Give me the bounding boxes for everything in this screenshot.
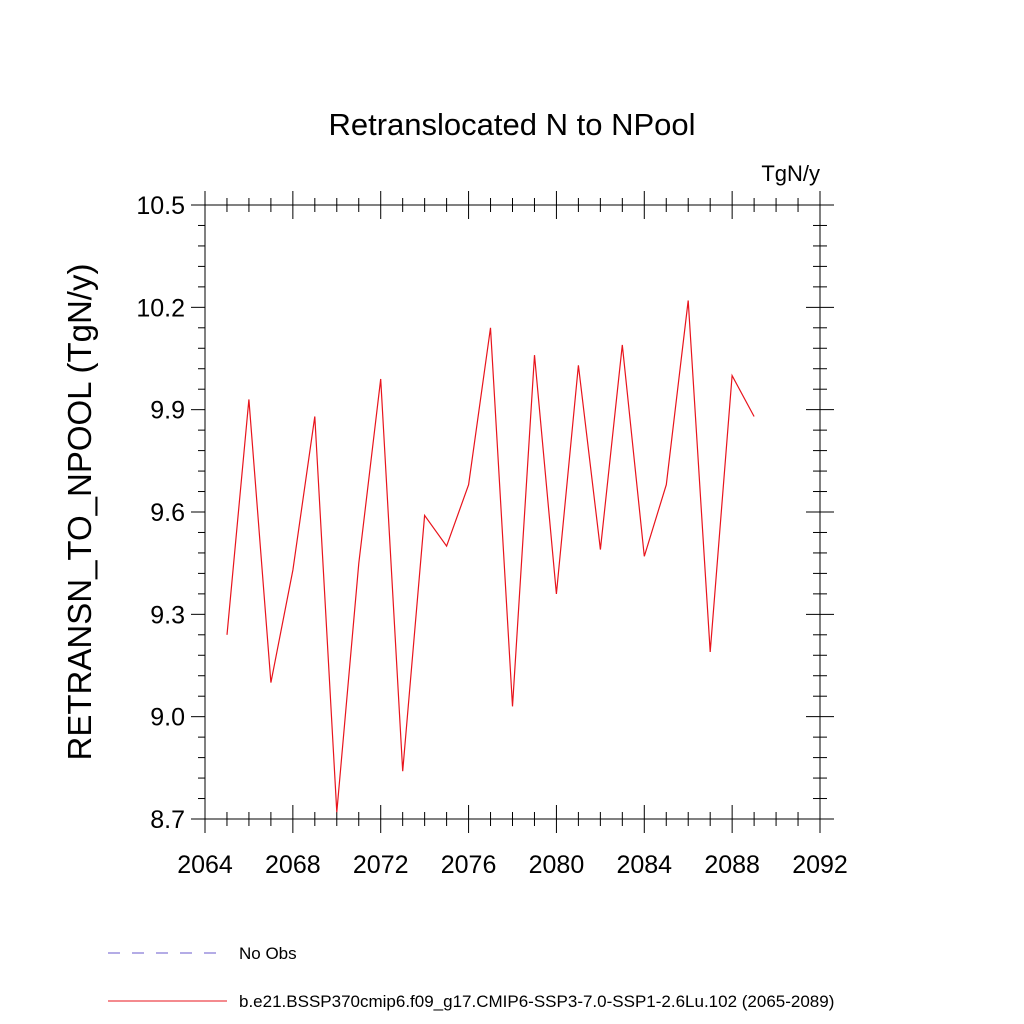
plot-frame: [204, 204, 821, 820]
x-minor-ticks: [226, 198, 799, 826]
x-tick-label: 2068: [265, 851, 321, 879]
chart-title: Retranslocated N to NPool: [328, 107, 695, 142]
legend: No Obs b.e21.BSSP370cmip6.f09_g17.CMIP6-…: [108, 944, 834, 1011]
x-tick-label: 2088: [704, 851, 760, 879]
units-label: TgN/y: [761, 161, 820, 186]
series-line: [226, 300, 755, 813]
y-tick-label: 9.0: [150, 704, 185, 732]
x-tick-label: 2072: [353, 851, 409, 879]
y-tick-label: 9.9: [150, 397, 185, 425]
legend-label-no-obs: No Obs: [239, 944, 297, 963]
y-tick-labels: 8.7 9.0 9.3 9.6 9.9 10.2 10.5: [136, 192, 185, 834]
x-tick-label: 2092: [792, 851, 848, 879]
x-tick-label: 2064: [177, 851, 233, 879]
x-tick-label: 2076: [441, 851, 497, 879]
x-tick-label: 2080: [529, 851, 585, 879]
series-layer: [226, 300, 755, 813]
x-tick-label: 2084: [616, 851, 672, 879]
legend-label-model: b.e21.BSSP370cmip6.f09_g17.CMIP6-SSP3-7.…: [239, 992, 834, 1011]
x-tick-labels: 2064 2068 2072 2076 2080 2084 2088 2092: [177, 851, 848, 879]
x-major-ticks: [204, 191, 821, 833]
y-tick-label: 8.7: [150, 806, 185, 834]
y-tick-label: 10.5: [136, 192, 185, 220]
y-tick-label: 9.6: [150, 499, 185, 527]
y-major-ticks: [191, 204, 834, 820]
y-tick-label: 10.2: [136, 294, 185, 322]
y-tick-label: 9.3: [150, 601, 185, 629]
y-axis-label: RETRANSN_TO_NPOOL (TgN/y): [61, 264, 98, 761]
y-minor-ticks: [198, 224, 827, 800]
